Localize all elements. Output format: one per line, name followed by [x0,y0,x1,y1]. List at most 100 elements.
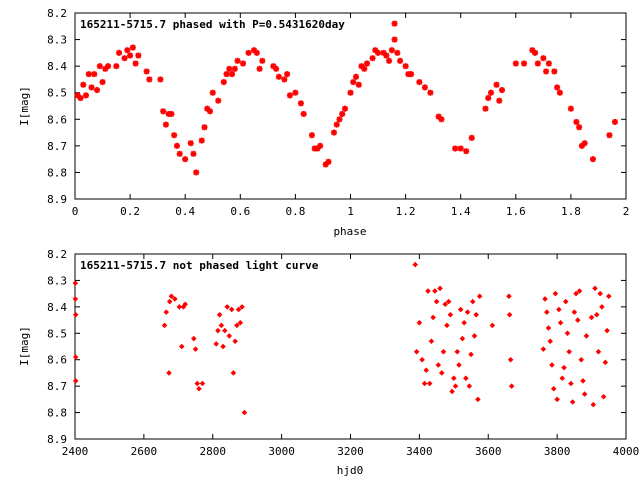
data-point [209,89,216,96]
data-point [80,81,87,88]
data-point [187,140,194,147]
data-point [521,60,528,67]
data-point [281,76,288,83]
data-point [542,296,548,302]
y-tick-label: 8.4 [47,301,67,314]
y-tick-label: 8.7 [47,380,67,393]
data-point [99,79,106,86]
data-point [286,92,293,99]
data-point [224,304,230,310]
data-point [361,65,368,72]
data-point [284,71,291,78]
data-point [489,322,496,329]
data-point [567,105,574,112]
y-tick-label: 8.6 [47,354,67,367]
data-point [72,378,79,384]
x-axis-label: hjd0 [337,464,364,477]
data-point [471,333,478,339]
y-tick-label: 8.8 [47,166,67,179]
data-point [161,322,168,329]
data-point [215,97,222,104]
data-point [556,89,563,96]
data-point [85,71,92,78]
data-point [199,380,206,387]
x-tick-label: 3600 [475,445,502,458]
x-tick-label: 2 [623,205,630,218]
data-point [176,304,183,310]
data-point [569,399,576,405]
x-tick-label: 2800 [200,445,227,458]
data-point [611,118,618,125]
data-point [88,84,95,91]
x-tick-label: 1 [347,205,354,218]
data-point [132,60,139,67]
data-point [423,367,430,374]
data-point [556,306,562,313]
data-point [588,314,595,321]
data-point [508,383,515,389]
data-point [91,71,98,78]
data-point [464,309,471,315]
data-point [317,142,324,149]
data-point [94,87,101,94]
data-point [445,298,452,305]
data-point [364,60,371,67]
data-point [325,158,332,165]
data-point [160,108,167,115]
data-point [602,359,609,366]
data-point [433,298,440,305]
x-tick-label: 3400 [406,445,433,458]
data-point [561,364,567,371]
data-point [182,301,188,307]
data-point [213,341,219,347]
data-point [590,401,597,408]
phased-light-curve-panel: 165211-5715.7 phased with P=0.5431620day… [18,7,629,238]
data-point [449,388,455,395]
data-point [463,375,469,381]
data-point [493,81,500,88]
data-point [228,306,235,313]
y-tick-label: 8.4 [47,60,67,73]
data-point [391,20,398,27]
data-point [597,290,603,297]
data-point [171,132,178,139]
data-point [135,52,142,59]
data-point [552,290,559,297]
data-point [488,89,495,96]
data-point [163,309,170,315]
data-point [482,105,489,112]
x-tick-label: 1.6 [506,205,526,218]
data-point [564,330,571,337]
data-point [341,105,348,112]
data-point [235,306,242,313]
data-point [218,322,225,329]
data-point [512,60,519,67]
y-tick-label: 8.5 [47,327,67,340]
data-point [550,386,557,392]
data-point [162,121,169,128]
data-point [416,319,423,326]
data-point [593,312,600,318]
data-point [600,393,607,400]
data-point [606,132,613,139]
y-tick-label: 8.8 [47,407,67,420]
data-point [438,370,445,376]
x-tick-label: 0.4 [175,205,195,218]
x-tick-label: 0 [72,205,79,218]
data-point [416,79,423,86]
data-point [540,55,547,62]
data-point [438,116,445,123]
data-point [232,338,238,344]
data-point [245,49,252,56]
data-point [463,148,470,155]
data-point [330,129,337,136]
data-point [476,293,483,300]
data-point [222,327,228,334]
data-point [178,343,185,350]
x-tick-label: 2600 [131,445,158,458]
data-point [386,57,393,64]
data-point [430,314,436,321]
data-point [391,36,398,43]
data-point [440,349,447,355]
data-point [454,349,461,355]
